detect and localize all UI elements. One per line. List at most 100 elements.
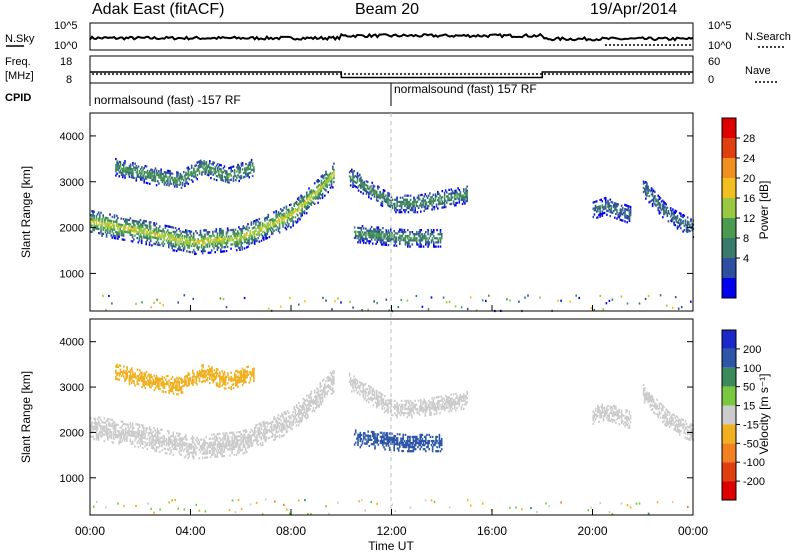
ground-cell <box>334 300 336 303</box>
echo-cell <box>194 171 196 174</box>
echo-cell <box>243 445 246 448</box>
echo-cell <box>146 237 149 240</box>
echo-cell <box>332 165 334 168</box>
echo-cell <box>148 428 151 431</box>
echo-cell <box>193 379 195 382</box>
echo-cell <box>257 226 259 229</box>
echo-cell <box>179 248 181 251</box>
echo-cell <box>120 440 123 444</box>
echo-cell <box>333 168 335 171</box>
echo-cell <box>209 235 212 238</box>
echo-cell <box>221 250 223 253</box>
echo-cell <box>176 380 178 383</box>
echo-cell <box>238 377 240 380</box>
echo-cell <box>118 442 120 445</box>
echo-cell <box>163 435 166 438</box>
echo-cell <box>287 411 290 414</box>
echo-cell <box>407 241 409 244</box>
echo-cell <box>328 175 331 178</box>
echo-cell <box>105 428 108 431</box>
echo-cell <box>651 198 654 201</box>
echo-cell <box>103 421 106 424</box>
echo-cell <box>265 237 267 240</box>
echo-cell <box>103 433 106 436</box>
echo-cell <box>214 439 216 442</box>
echo-cell <box>607 205 609 209</box>
echo-cell <box>111 441 114 444</box>
echo-cell <box>251 231 254 234</box>
echo-cell <box>116 231 118 234</box>
echo-cell <box>155 381 158 384</box>
echo-cell <box>238 435 240 438</box>
echo-cell <box>324 385 326 388</box>
echo-cell <box>273 225 275 228</box>
echo-cell <box>270 429 273 432</box>
echo-cell <box>160 428 162 431</box>
echo-cell <box>196 383 199 386</box>
echo-cell <box>168 379 170 382</box>
echo-cell <box>371 391 373 394</box>
echo-cell <box>369 234 372 237</box>
echo-cell <box>359 231 362 234</box>
echo-cell <box>142 229 144 232</box>
echo-cell <box>169 440 171 443</box>
echo-cell <box>97 434 100 437</box>
echo-cell <box>465 200 467 203</box>
echo-cell <box>150 172 152 175</box>
echo-cell <box>402 239 404 242</box>
echo-cell <box>593 209 596 212</box>
echo-cell <box>218 432 221 435</box>
echo-cell <box>145 240 147 244</box>
echo-cell <box>382 239 384 242</box>
echo-cell <box>300 412 302 415</box>
echo-cell <box>188 238 190 241</box>
echo-cell <box>136 222 138 225</box>
echo-cell <box>92 427 94 430</box>
echo-cell <box>150 174 152 177</box>
echo-cell <box>187 170 190 173</box>
echo-cell <box>620 208 623 211</box>
echo-cell <box>362 184 364 187</box>
echo-cell <box>122 226 125 229</box>
echo-cell <box>161 181 164 184</box>
echo-cell <box>214 435 216 438</box>
echo-cell <box>221 442 223 445</box>
echo-cell <box>233 243 236 246</box>
echo-cell <box>126 437 128 440</box>
echo-cell <box>123 164 125 167</box>
echo-cell <box>236 375 238 378</box>
echo-cell <box>223 235 225 238</box>
echo-cell <box>172 384 175 387</box>
echo-cell <box>229 431 231 435</box>
echo-cell <box>127 171 130 174</box>
echo-cell <box>152 447 154 450</box>
echo-cell <box>319 384 322 387</box>
echo-cell <box>126 171 128 174</box>
echo-cell <box>105 426 108 429</box>
echo-cell <box>404 209 406 212</box>
power-data <box>90 157 695 313</box>
echo-cell <box>155 222 158 225</box>
echo-cell <box>332 387 334 390</box>
echo-cell <box>160 168 162 171</box>
echo-cell <box>96 227 99 230</box>
echo-cell <box>302 198 305 201</box>
echo-cell <box>228 376 230 379</box>
echo-cell <box>198 162 201 165</box>
echo-cell <box>186 442 188 445</box>
freq-left-tick-bottom: 8 <box>66 74 72 86</box>
echo-cell <box>118 167 121 170</box>
echo-cell <box>209 381 211 385</box>
echo-cell <box>172 236 175 239</box>
echo-cell <box>401 200 404 203</box>
echo-cell <box>292 220 294 223</box>
echo-cell <box>107 223 109 226</box>
echo-cell <box>225 241 228 244</box>
echo-cell <box>312 402 315 405</box>
echo-cell <box>244 379 246 382</box>
echo-cell <box>303 411 306 414</box>
echo-cell <box>246 246 248 249</box>
echo-cell <box>249 232 251 235</box>
echo-cell <box>359 387 361 390</box>
echo-cell <box>264 426 266 429</box>
